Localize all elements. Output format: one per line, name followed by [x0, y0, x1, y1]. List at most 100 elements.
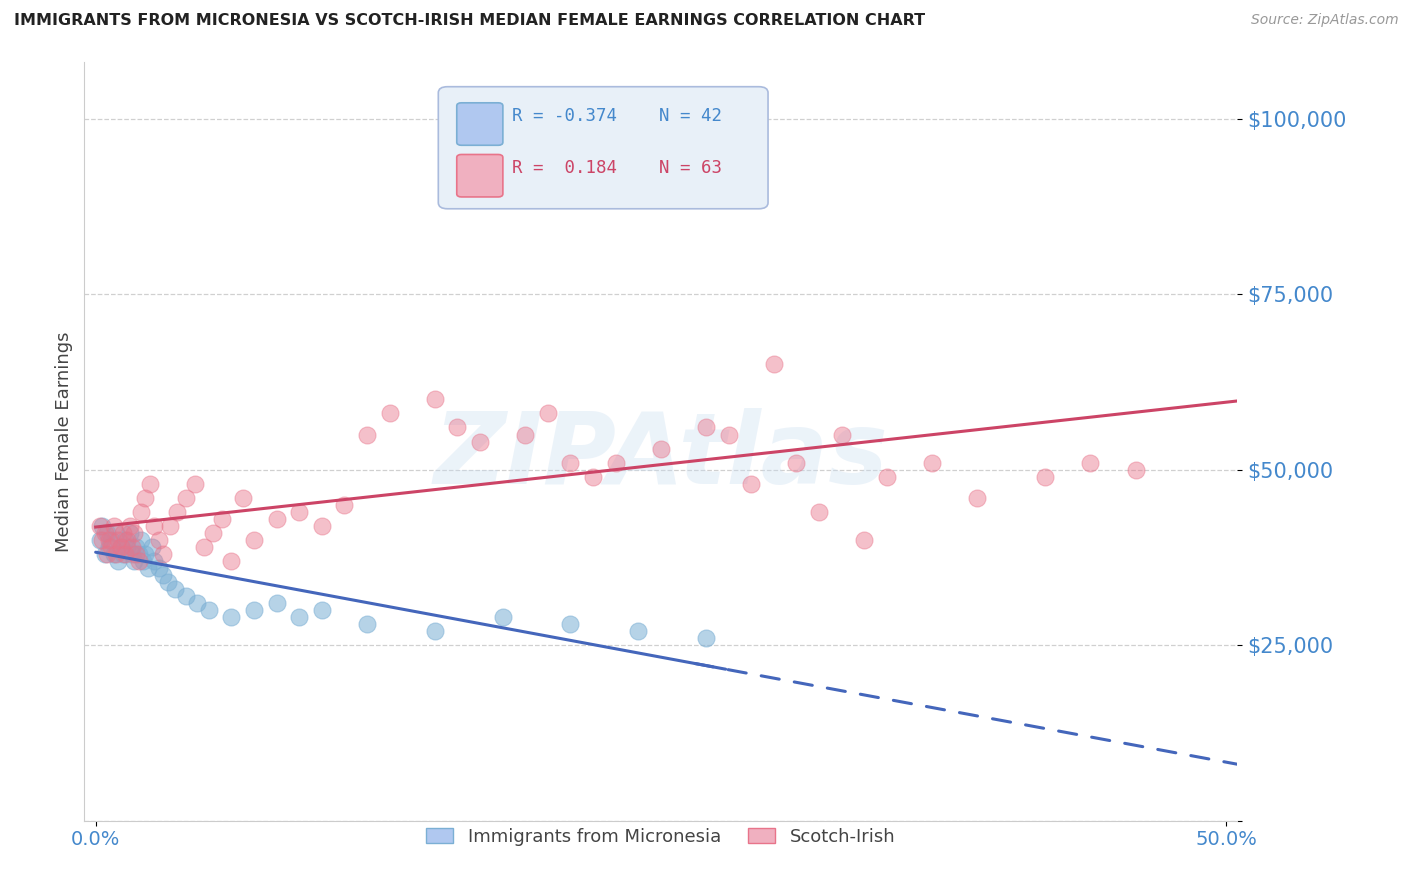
Point: [356, 427, 378, 442]
Legend: Immigrants from Micronesia, Scotch-Irish: Immigrants from Micronesia, Scotch-Irish: [419, 821, 903, 854]
Point: [91, 533, 114, 547]
Point: [876, 469, 898, 483]
Point: [288, 505, 311, 519]
Point: [98, 533, 121, 547]
Point: [266, 512, 288, 526]
Point: [122, 554, 145, 568]
Point: [808, 505, 831, 519]
Point: [117, 540, 139, 554]
Point: [110, 540, 132, 554]
Point: [103, 547, 125, 561]
Point: [650, 442, 672, 456]
Point: [96, 525, 118, 540]
Point: [695, 168, 717, 182]
Point: [311, 603, 333, 617]
Point: [156, 574, 179, 589]
Point: [288, 610, 311, 624]
Point: [762, 357, 785, 371]
Point: [103, 518, 125, 533]
Point: [582, 469, 605, 483]
Point: [89, 533, 111, 547]
Text: R = -0.374    N = 42: R = -0.374 N = 42: [512, 107, 723, 125]
Point: [132, 554, 155, 568]
Point: [166, 505, 188, 519]
Point: [111, 525, 134, 540]
Point: [143, 554, 166, 568]
Point: [243, 603, 266, 617]
Point: [717, 427, 740, 442]
Point: [141, 540, 163, 554]
Point: [785, 456, 807, 470]
Point: [122, 525, 145, 540]
Point: [966, 491, 988, 505]
Point: [232, 491, 254, 505]
Point: [491, 610, 513, 624]
Point: [143, 518, 166, 533]
Point: [159, 518, 181, 533]
Point: [627, 624, 650, 639]
Point: [740, 476, 762, 491]
Point: [118, 525, 141, 540]
Point: [921, 456, 943, 470]
Point: [560, 456, 582, 470]
Point: [148, 533, 170, 547]
Point: [853, 533, 876, 547]
Point: [128, 547, 150, 561]
Text: Source: ZipAtlas.com: Source: ZipAtlas.com: [1251, 13, 1399, 28]
FancyBboxPatch shape: [457, 154, 503, 197]
Point: [423, 624, 446, 639]
Point: [148, 561, 170, 575]
Point: [125, 540, 148, 554]
Y-axis label: Median Female Earnings: Median Female Earnings: [55, 331, 73, 552]
Point: [333, 498, 356, 512]
Point: [423, 392, 446, 407]
Point: [560, 617, 582, 632]
Point: [128, 554, 150, 568]
Point: [114, 533, 136, 547]
Point: [221, 554, 243, 568]
Point: [139, 476, 162, 491]
Point: [1125, 462, 1147, 476]
Point: [107, 554, 129, 568]
Point: [695, 420, 717, 434]
Point: [152, 547, 174, 561]
Point: [129, 505, 152, 519]
Point: [111, 547, 134, 561]
Text: ZIPAtlas: ZIPAtlas: [433, 409, 889, 505]
Point: [695, 631, 717, 645]
Point: [98, 540, 121, 554]
Point: [114, 547, 136, 561]
Point: [378, 407, 401, 421]
Point: [136, 561, 159, 575]
Point: [211, 512, 233, 526]
Text: IMMIGRANTS FROM MICRONESIA VS SCOTCH-IRISH MEDIAN FEMALE EARNINGS CORRELATION CH: IMMIGRANTS FROM MICRONESIA VS SCOTCH-IRI…: [14, 13, 925, 29]
Point: [174, 491, 197, 505]
Point: [311, 518, 333, 533]
Point: [186, 596, 208, 610]
Point: [184, 476, 207, 491]
Point: [446, 420, 468, 434]
Point: [100, 533, 122, 547]
Point: [202, 525, 225, 540]
Text: R =  0.184    N = 63: R = 0.184 N = 63: [512, 159, 723, 177]
Point: [605, 456, 627, 470]
Point: [134, 491, 156, 505]
Point: [105, 525, 128, 540]
Point: [174, 589, 197, 603]
Point: [100, 540, 122, 554]
Point: [468, 434, 491, 449]
Point: [831, 427, 853, 442]
Point: [89, 518, 111, 533]
Point: [121, 540, 143, 554]
Point: [163, 582, 186, 596]
Point: [110, 540, 132, 554]
Point: [1033, 469, 1056, 483]
Point: [96, 547, 118, 561]
Point: [134, 547, 156, 561]
FancyBboxPatch shape: [457, 103, 503, 145]
Point: [125, 547, 148, 561]
Point: [93, 547, 115, 561]
FancyBboxPatch shape: [439, 87, 768, 209]
Point: [93, 525, 115, 540]
Point: [91, 518, 114, 533]
